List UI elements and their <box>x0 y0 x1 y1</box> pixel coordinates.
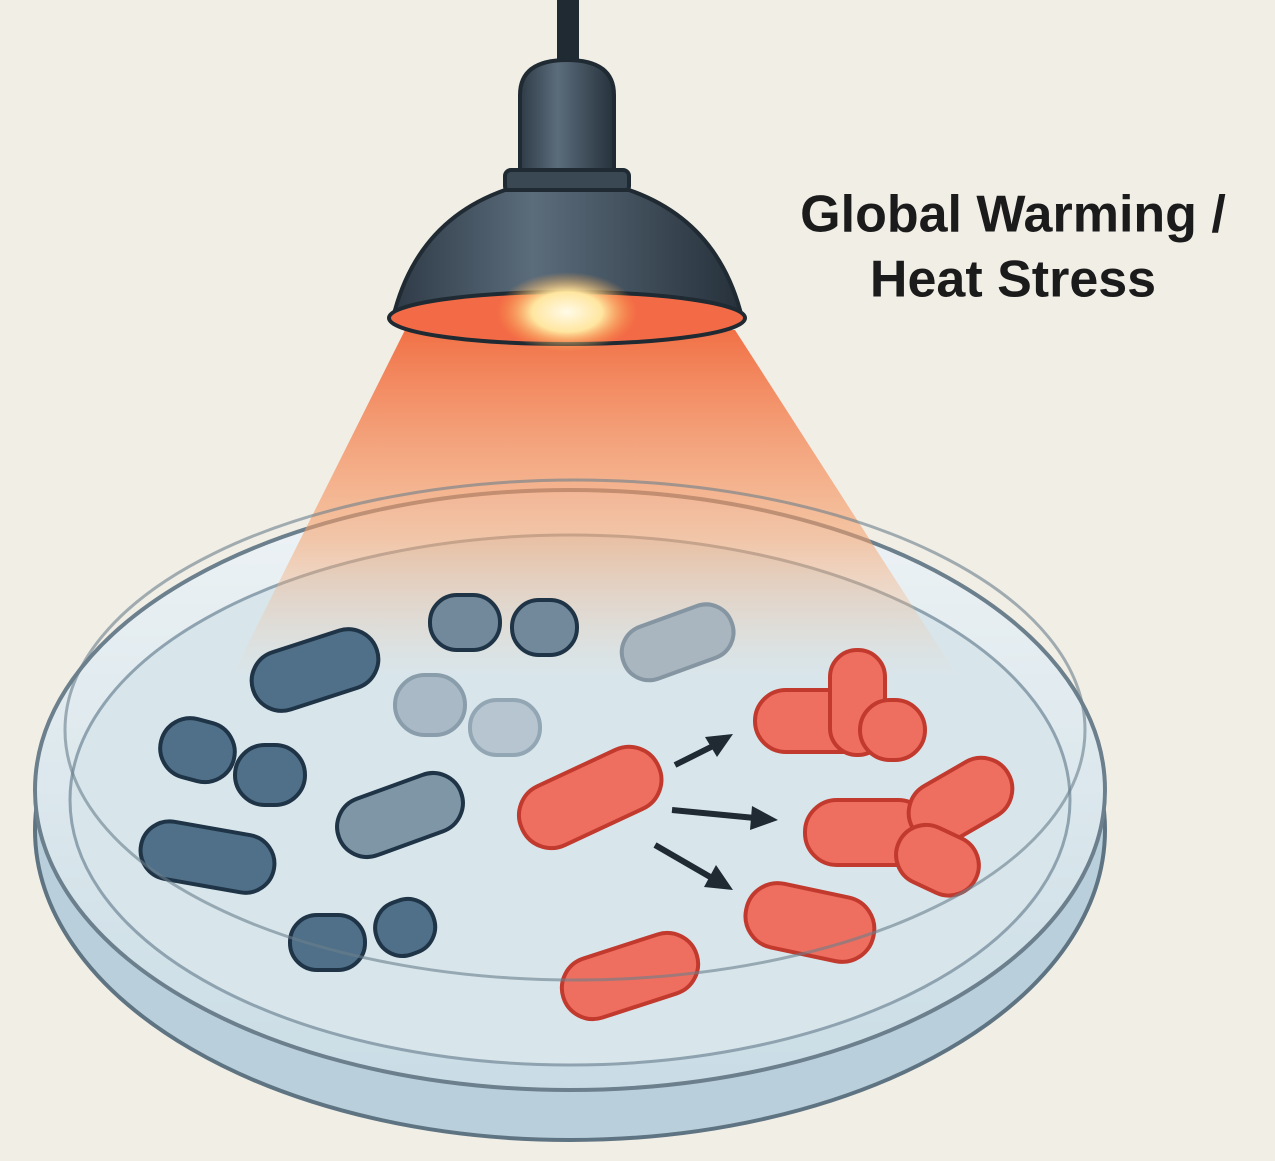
dish-lid <box>63 478 1087 982</box>
light-beam <box>230 330 960 680</box>
cool-bacteria <box>138 593 736 972</box>
lamp <box>387 0 747 352</box>
label-line: Global Warming / <box>800 186 1226 244</box>
label-line: Heat Stress <box>870 251 1156 309</box>
arrows <box>653 734 778 890</box>
